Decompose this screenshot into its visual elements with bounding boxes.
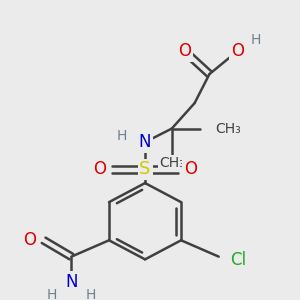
Text: H: H bbox=[86, 288, 96, 300]
Text: O: O bbox=[184, 160, 197, 178]
Text: O: O bbox=[93, 160, 106, 178]
Text: S: S bbox=[140, 160, 151, 178]
Text: O: O bbox=[178, 42, 191, 60]
Text: Cl: Cl bbox=[231, 251, 247, 269]
Text: H: H bbox=[251, 32, 261, 46]
Text: CH₃: CH₃ bbox=[215, 122, 241, 136]
Text: N: N bbox=[65, 273, 78, 291]
Text: CH₃: CH₃ bbox=[159, 156, 185, 170]
Text: H: H bbox=[46, 288, 57, 300]
Text: H: H bbox=[117, 129, 128, 143]
Text: O: O bbox=[23, 231, 36, 249]
Text: O: O bbox=[231, 42, 244, 60]
Text: N: N bbox=[139, 133, 151, 151]
